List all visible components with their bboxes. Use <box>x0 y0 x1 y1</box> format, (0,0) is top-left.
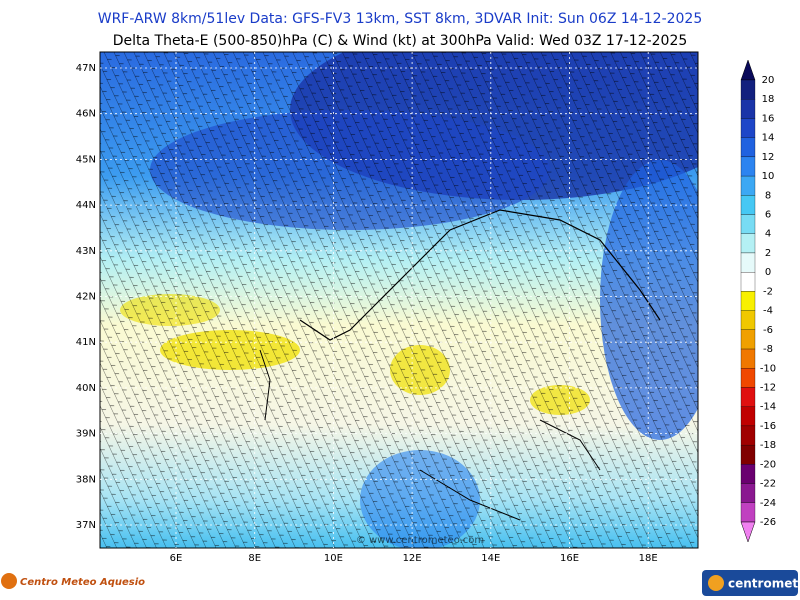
colorbar-label: -2 <box>763 286 773 297</box>
colorbar-label: -10 <box>760 363 776 374</box>
map-frame <box>99 51 699 549</box>
lat-label: 43N <box>76 246 96 257</box>
colorbar-label: 12 <box>762 152 775 163</box>
colorbar-label: -26 <box>760 517 776 528</box>
colorbar-band <box>740 387 756 407</box>
lat-label: 46N <box>76 109 96 120</box>
colorbar-band <box>740 310 756 330</box>
colorbar-label: -14 <box>760 402 776 413</box>
left-logo: Centro Meteo Aquesio <box>1 573 145 589</box>
colorbar-band <box>740 406 756 427</box>
title: WRF-ARW 8km/51lev Data: GFS-FV3 13km, SS… <box>98 11 703 27</box>
lon-axis: 6E 8E 10E 12E 14E 16E 18E <box>170 52 658 564</box>
subtitle: Delta Theta-E (500-850)hPa (C) & Wind (k… <box>113 33 688 49</box>
lat-label: 39N <box>76 429 96 440</box>
colorbar-label: 0 <box>765 267 771 278</box>
colorbar: 20181614121086420-2-4-6-8-10-12-14-16-18… <box>740 59 776 543</box>
colorbar-label: 20 <box>762 75 775 86</box>
colorbar-label: -22 <box>760 479 776 490</box>
colorbar-label: 18 <box>762 94 775 105</box>
lon-label: 14E <box>481 553 500 564</box>
colorbar-band <box>740 233 756 254</box>
colorbar-band <box>740 156 756 177</box>
colorbar-arrow <box>740 59 756 81</box>
colorbar-band <box>740 425 756 446</box>
colorbar-label: -12 <box>760 382 776 393</box>
colorbar-band <box>740 368 756 388</box>
lat-label: 40N <box>76 383 96 394</box>
logo-box <box>702 570 798 596</box>
lat-label: 47N <box>76 63 96 74</box>
map-field <box>100 52 698 548</box>
lon-label: 8E <box>248 553 261 564</box>
colorbar-band <box>740 291 756 311</box>
wind-barbs <box>100 52 698 548</box>
lat-label: 45N <box>76 154 96 165</box>
colorbar-label: -8 <box>763 344 773 355</box>
colorbar-band <box>740 214 756 234</box>
colorbar-band <box>740 483 756 503</box>
colorbar-label: -16 <box>760 421 776 432</box>
coastline <box>299 209 661 341</box>
colorbar-label: 10 <box>762 171 775 182</box>
lat-axis: 47N 46N 45N 44N 43N 42N 41N 40N 39N 38N 37N <box>76 63 698 531</box>
colorbar-label: -6 <box>763 325 773 336</box>
lat-label: 37N <box>76 520 96 531</box>
colorbar-label: -18 <box>760 440 776 451</box>
coastline <box>259 349 601 521</box>
colorbar-band <box>740 137 756 158</box>
colorbar-band <box>740 348 756 369</box>
colorbar-band <box>740 118 756 138</box>
colorbar-band <box>740 252 756 273</box>
logo-text: Centro Meteo Aquesio <box>20 577 145 588</box>
colorbar-label: 8 <box>765 190 771 201</box>
lon-label: 16E <box>560 553 579 564</box>
lat-label: 41N <box>76 337 96 348</box>
colorbar-band <box>740 329 756 350</box>
colorbar-band <box>740 444 756 465</box>
colorbar-band <box>740 99 756 119</box>
colorbar-band <box>740 175 756 196</box>
colorbar-band <box>740 79 756 100</box>
colorbar-arrow <box>740 521 756 543</box>
lon-label: 18E <box>639 553 658 564</box>
colorbar-band <box>740 272 756 292</box>
lon-label: 12E <box>403 553 422 564</box>
lon-label: 6E <box>170 553 183 564</box>
colorbar-band <box>740 502 756 523</box>
watermark: © www.centrometeo.com <box>356 535 484 546</box>
colorbar-label: 6 <box>765 210 771 221</box>
colorbar-band <box>740 195 756 215</box>
colorbar-label: -4 <box>763 306 773 317</box>
right-logo: centrometeo <box>702 570 800 596</box>
colorbar-label: -24 <box>760 498 776 509</box>
lat-label: 38N <box>76 474 96 485</box>
lat-label: 44N <box>76 200 96 211</box>
logo-icon <box>708 575 724 591</box>
colorbar-label: 16 <box>762 113 775 124</box>
colorbar-label: 2 <box>765 248 771 259</box>
lat-label: 42N <box>76 292 96 303</box>
logo-text: centrometeo <box>728 577 800 591</box>
logo-icon <box>1 573 17 589</box>
colorbar-label: 14 <box>762 133 775 144</box>
colorbar-band <box>740 464 756 484</box>
lon-label: 10E <box>324 553 343 564</box>
colorbar-label: -20 <box>760 459 776 470</box>
colorbar-label: 4 <box>765 229 771 240</box>
